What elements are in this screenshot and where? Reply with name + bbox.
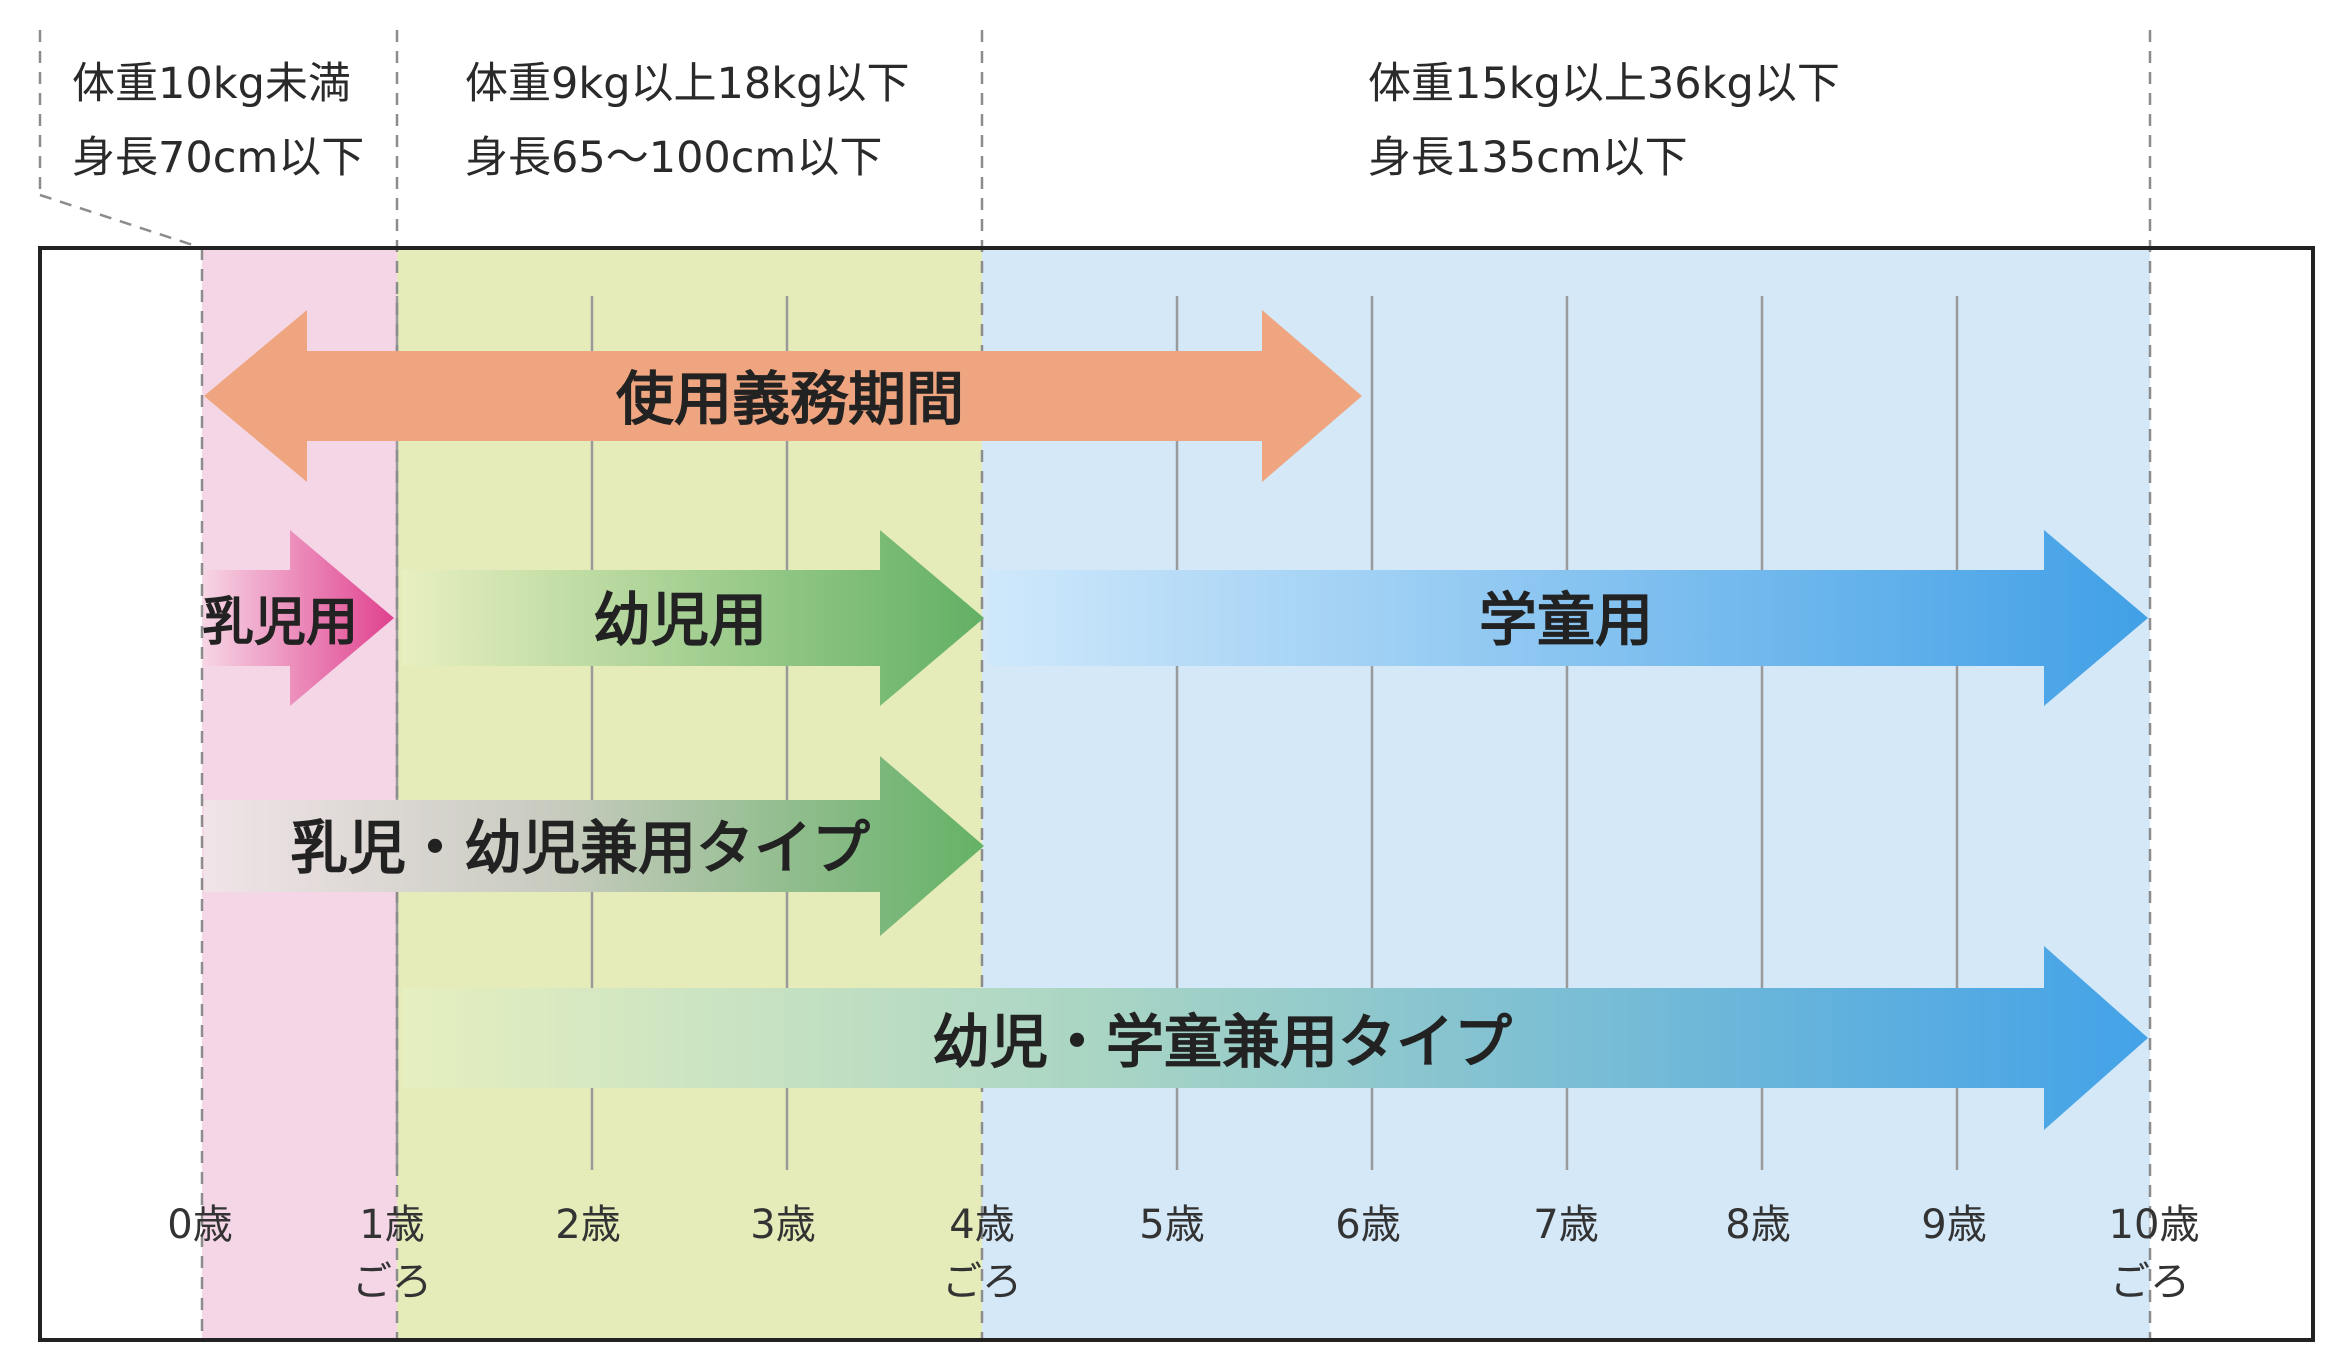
age-label-8: 8歳: [1725, 1202, 1790, 1248]
mandatory-period-arrow: [204, 310, 1362, 482]
age-label-1: 1歳: [359, 1202, 424, 1248]
age-label-0: 0歳: [167, 1202, 232, 1248]
header-toddler-height: 身長65～100cm以下: [465, 133, 882, 183]
age-sub-4: ごろ: [942, 1259, 1022, 1305]
boundary-diagonal: [39, 193, 203, 250]
toddler-school-combined-arrow: [402, 946, 2148, 1130]
schoolchild-arrow-label: 学童用: [1479, 586, 1653, 654]
age-label-6: 6歳: [1335, 1202, 1400, 1248]
mandatory-period-label: 使用義務期間: [616, 365, 964, 433]
age-label-3: 3歳: [750, 1202, 815, 1248]
infant-toddler-combined-label: 乳児・幼児兼用タイプ: [290, 814, 870, 882]
age-label-4: 4歳: [949, 1202, 1014, 1248]
age-label-5: 5歳: [1139, 1202, 1204, 1248]
toddler-arrow: [402, 530, 984, 706]
age-sub-1: ごろ: [352, 1259, 432, 1305]
age-label-10: 10歳: [2109, 1202, 2200, 1248]
age-sub-10: ごろ: [2110, 1259, 2190, 1305]
header-toddler-weight: 体重9kg以上18kg以下: [465, 59, 909, 109]
toddler-arrow-label: 幼児用: [593, 586, 767, 654]
age-label-9: 9歳: [1921, 1202, 1986, 1248]
header-infant-height: 身長70cm以下: [72, 133, 364, 183]
infant-arrow-label: 乳児用: [202, 593, 358, 653]
diagram-frame: [38, 246, 2315, 1342]
header-school-height: 身長135cm以下: [1368, 133, 1688, 183]
infant-toddler-combined-arrow: [204, 756, 984, 936]
header-school-weight: 体重15kg以上36kg以下: [1368, 59, 1840, 109]
infant-arrow: [204, 530, 394, 706]
schoolchild-arrow: [988, 530, 2148, 706]
age-label-2: 2歳: [555, 1202, 620, 1248]
age-axis: 0歳 1歳 ごろ 2歳 3歳 4歳 ごろ 5歳 6歳 7歳 8歳 9歳 10歳 …: [167, 1202, 2199, 1305]
header-infant-weight: 体重10kg未満: [72, 59, 351, 109]
toddler-school-combined-label: 幼児・学童兼用タイプ: [932, 1008, 1512, 1076]
age-label-7: 7歳: [1533, 1202, 1598, 1248]
